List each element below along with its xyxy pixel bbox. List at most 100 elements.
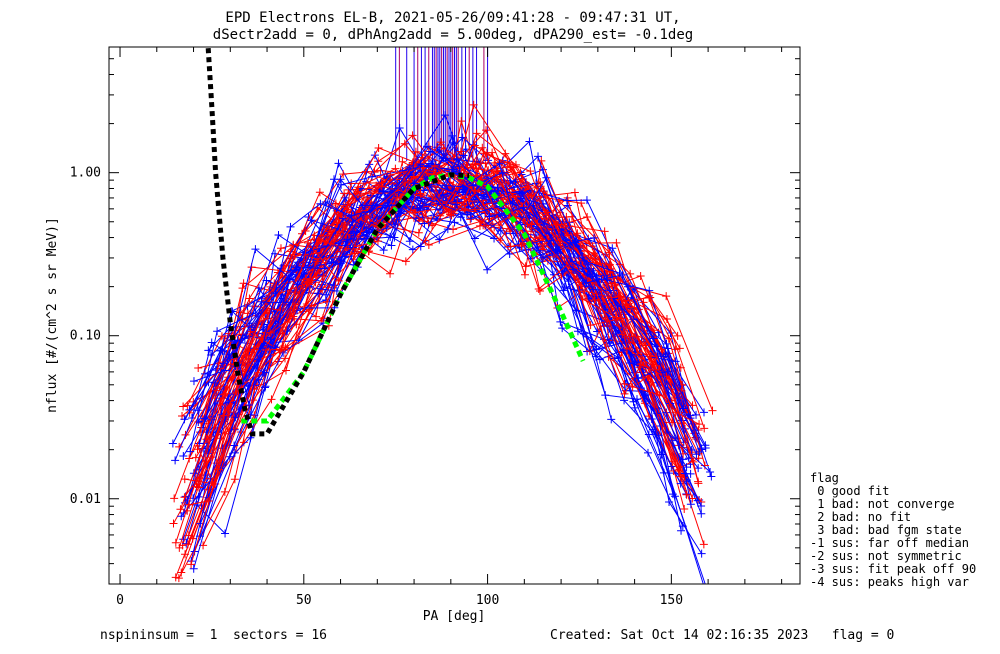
data-point — [618, 330, 627, 339]
data-point — [306, 276, 315, 285]
data-point — [424, 241, 433, 250]
data-point — [663, 367, 672, 376]
data-point — [662, 292, 671, 301]
data-point — [171, 538, 180, 547]
data-point — [267, 395, 276, 404]
data-point — [216, 401, 225, 410]
data-point — [244, 401, 253, 410]
data-point — [634, 374, 643, 383]
data-point — [400, 139, 409, 148]
y-tick-label: 0.01 — [70, 492, 101, 507]
data-point — [697, 509, 706, 518]
data-point — [485, 212, 494, 221]
data-point — [221, 529, 230, 538]
data-point — [217, 332, 226, 341]
data-point — [593, 327, 602, 336]
series-line — [211, 150, 702, 507]
data-point — [563, 201, 572, 210]
data-point — [168, 439, 177, 448]
data-point — [208, 453, 217, 462]
data-point — [289, 312, 298, 321]
data-point — [186, 447, 195, 456]
data-point — [257, 297, 266, 306]
data-point — [516, 168, 525, 177]
data-point — [177, 568, 186, 577]
data-point — [542, 208, 551, 217]
series-line — [197, 162, 690, 459]
data-point — [274, 231, 283, 240]
flag-legend: flag 0 good fit 1 bad: not converge 2 ba… — [810, 471, 976, 589]
data-point — [564, 277, 573, 286]
data-point — [586, 321, 595, 330]
data-point — [339, 170, 348, 179]
data-point — [525, 137, 534, 146]
data-point — [315, 188, 324, 197]
legend-item: 3 bad: bad fgm state — [810, 523, 962, 537]
data-point — [692, 450, 701, 459]
x-tick-label: 100 — [476, 593, 499, 608]
data-point — [654, 431, 663, 440]
data-point — [193, 406, 202, 415]
data-point — [391, 164, 400, 173]
data-point — [421, 236, 430, 245]
series-trace — [187, 167, 698, 569]
data-point — [179, 452, 188, 460]
data-point — [183, 401, 192, 410]
plot-frame — [108, 46, 801, 585]
series-line — [183, 169, 671, 420]
data-point — [701, 443, 710, 452]
data-point — [524, 181, 533, 190]
data-point — [692, 410, 701, 419]
data-point — [213, 327, 222, 336]
data-point — [507, 163, 516, 172]
data-point — [490, 234, 499, 243]
data-point — [329, 258, 338, 267]
legend-item: -4 sus: peaks high var — [810, 575, 969, 589]
data-point — [589, 285, 598, 294]
data-point — [694, 479, 703, 488]
data-point — [447, 211, 456, 220]
data-point — [460, 204, 469, 213]
data-point — [207, 415, 216, 424]
y-tick-label: 0.10 — [70, 329, 101, 344]
data-point — [400, 178, 409, 187]
data-point — [175, 543, 184, 552]
chart-title-line1: EPD Electrons EL-B, 2021-05-26/09:41:28 … — [225, 10, 680, 26]
data-point — [225, 452, 234, 461]
data-point — [655, 391, 664, 400]
data-point — [230, 475, 239, 484]
data-point — [478, 143, 487, 152]
data-point — [569, 265, 578, 274]
series-line — [197, 166, 707, 449]
data-point — [551, 220, 560, 229]
series-line — [198, 159, 703, 554]
data-point — [340, 189, 349, 198]
data-point — [280, 354, 289, 363]
data-point — [657, 345, 666, 354]
data-point — [682, 490, 691, 499]
data-point — [635, 363, 644, 372]
x-tick-label: 150 — [660, 593, 683, 608]
data-point — [520, 270, 529, 279]
data-point — [174, 574, 183, 583]
data-point — [542, 173, 551, 182]
data-point — [347, 211, 356, 220]
data-point — [582, 196, 591, 205]
data-point — [562, 196, 571, 205]
legend-item: 2 bad: no fit — [810, 510, 911, 524]
data-point — [708, 406, 717, 415]
data-point — [579, 329, 588, 338]
data-point — [316, 199, 325, 208]
data-point — [549, 270, 558, 279]
data-point — [630, 403, 639, 412]
data-point — [293, 280, 302, 289]
data-point — [605, 260, 614, 269]
data-point — [699, 540, 708, 549]
data-point — [611, 329, 620, 338]
data-point — [639, 298, 648, 307]
data-point — [607, 415, 616, 424]
data-point — [180, 415, 189, 424]
data-point — [398, 166, 407, 175]
data-point — [177, 512, 186, 521]
